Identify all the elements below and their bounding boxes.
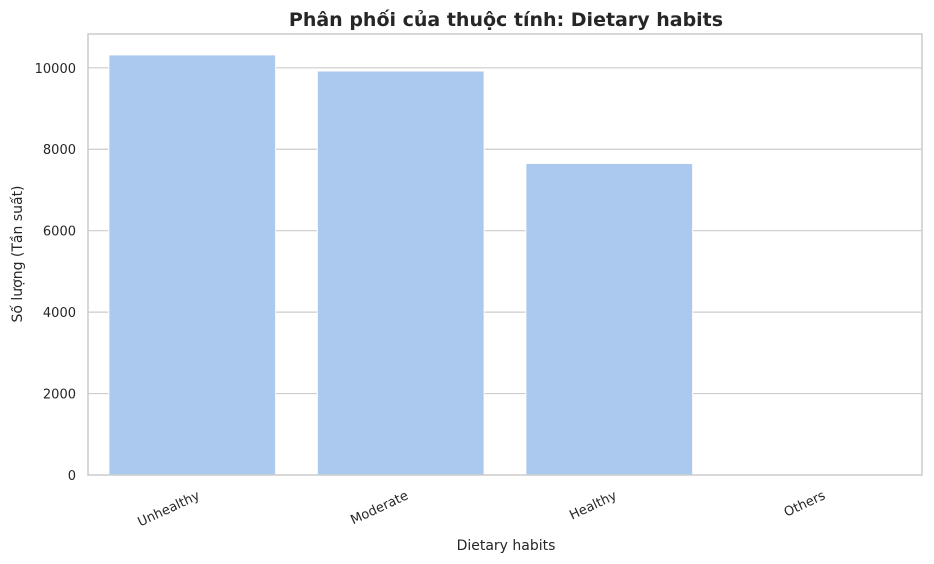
x-tick-label: Moderate: [348, 488, 410, 528]
x-tick-label: Healthy: [567, 488, 619, 523]
bar-moderate: [316, 70, 485, 476]
x-ticks: Unhealthy Moderate Healthy Others: [136, 488, 828, 530]
y-axis-label: Số lượng (Tần suất): [9, 185, 26, 322]
y-tick-label: 4000: [43, 306, 76, 321]
x-tick-label: Unhealthy: [136, 488, 203, 530]
bar-unhealthy: [108, 54, 277, 476]
y-tick-label: 6000: [43, 225, 76, 240]
bars: [108, 54, 902, 476]
y-tick-label: 10000: [35, 62, 76, 77]
chart-title: Phân phối của thuộc tính: Dietary habits: [289, 8, 723, 31]
plot-frame: [87, 33, 923, 476]
y-tick-label: 2000: [43, 388, 76, 403]
x-axis-label: Dietary habits: [457, 538, 556, 554]
y-ticks: 0 2000 4000 6000 8000 10000: [35, 62, 76, 484]
x-tick-label: Others: [782, 488, 828, 520]
y-tick-label: 0: [68, 469, 76, 484]
bar-healthy: [525, 162, 694, 476]
y-tick-label: 8000: [43, 143, 76, 158]
